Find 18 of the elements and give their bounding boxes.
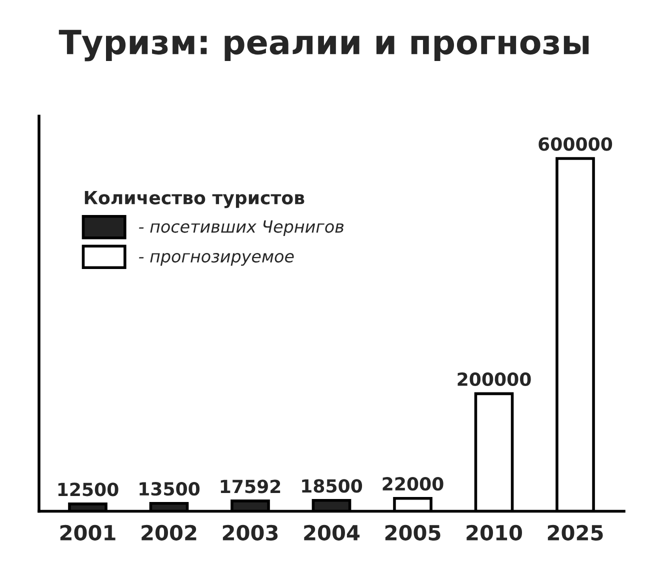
legend-label: - посетивших Чернигов [139, 220, 344, 236]
x-tick-label: 2010 [466, 524, 522, 541]
legend-label: - прогнозируемое [139, 252, 294, 266]
data-label: 600000 [538, 137, 612, 151]
data-label: 22000 [382, 477, 444, 491]
data-label: 17592 [220, 480, 280, 494]
legend-title: Количество туристов [84, 191, 304, 208]
data-label: 200000 [458, 372, 531, 386]
x-tick-label: 2002 [142, 524, 196, 541]
data-label: 12500 [58, 482, 118, 496]
x-tick-label: 2004 [304, 524, 360, 541]
data-label: 13500 [140, 482, 200, 496]
data-label: 18500 [302, 479, 362, 493]
x-tick-label: 2005 [385, 524, 440, 541]
x-tick-label: 2003 [222, 524, 278, 541]
x-tick-label: 2001 [60, 524, 116, 541]
x-tick-label: 2025 [548, 524, 603, 541]
chart-title: Туризм: реалии и прогнозы [58, 30, 589, 62]
